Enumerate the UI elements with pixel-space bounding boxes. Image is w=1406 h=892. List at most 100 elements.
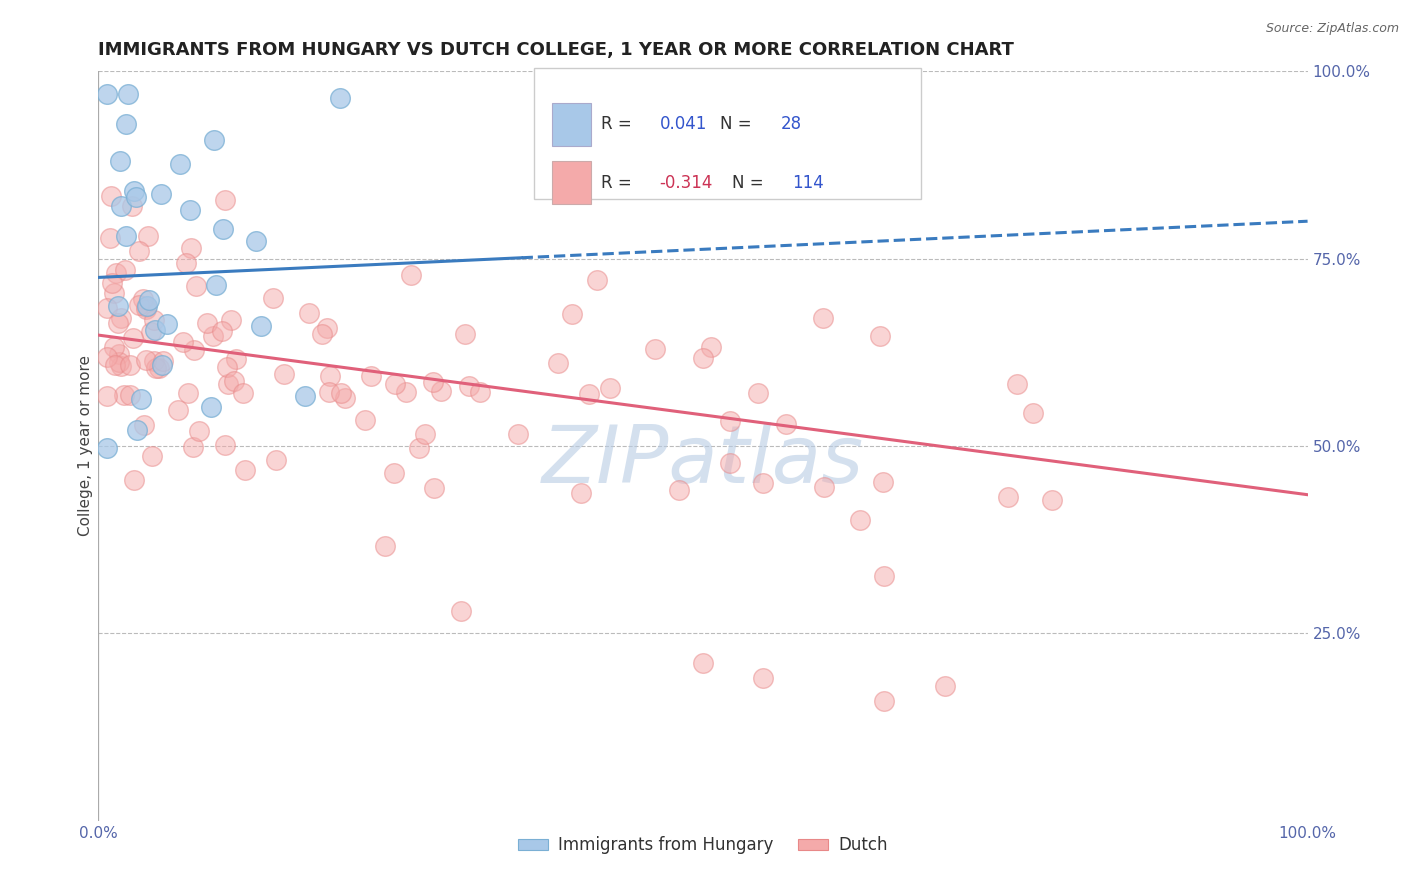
Point <box>183 343 205 357</box>
FancyBboxPatch shape <box>551 103 591 146</box>
Point <box>219 312 242 326</box>
Point <box>382 467 405 481</box>
Point <box>422 376 444 390</box>
Point <box>752 671 775 685</box>
Point <box>872 475 894 489</box>
Point <box>232 385 254 400</box>
Text: -0.314: -0.314 <box>659 174 713 192</box>
Point <box>120 359 142 373</box>
Point <box>578 387 600 401</box>
Point <box>135 299 157 313</box>
Point <box>250 319 273 334</box>
Text: N =: N = <box>733 174 769 192</box>
Point <box>329 91 352 105</box>
Point <box>180 241 202 255</box>
Point <box>122 473 145 487</box>
Text: 28: 28 <box>780 115 801 134</box>
Point <box>181 440 204 454</box>
Point <box>217 360 239 375</box>
Point <box>145 361 167 376</box>
Point <box>217 377 239 392</box>
Point <box>110 310 132 325</box>
Point <box>997 490 1019 504</box>
Point <box>142 313 165 327</box>
Point <box>96 442 118 456</box>
Point <box>103 286 125 301</box>
Point <box>155 317 177 331</box>
Point <box>454 327 477 342</box>
Point <box>1022 405 1045 419</box>
Point <box>174 255 197 269</box>
Point <box>262 292 284 306</box>
Point <box>360 368 382 383</box>
Text: 114: 114 <box>793 174 824 192</box>
Point <box>873 569 896 583</box>
Point <box>103 340 125 354</box>
Point <box>150 187 173 202</box>
Point <box>108 346 131 360</box>
Point <box>294 389 316 403</box>
Point <box>107 299 129 313</box>
Point <box>125 423 148 437</box>
Legend: Immigrants from Hungary, Dutch: Immigrants from Hungary, Dutch <box>512 830 894 861</box>
Text: R =: R = <box>602 174 637 192</box>
Point <box>143 354 166 368</box>
Text: N =: N = <box>720 115 756 134</box>
Point <box>138 228 160 243</box>
Point <box>110 199 132 213</box>
Point <box>135 301 157 316</box>
Point <box>508 426 530 441</box>
Point <box>107 316 129 330</box>
Point <box>329 386 352 401</box>
Point <box>138 293 160 307</box>
Point <box>354 413 377 427</box>
Point <box>169 157 191 171</box>
Point <box>101 277 124 291</box>
Point <box>121 199 143 213</box>
Point <box>114 229 136 244</box>
Point <box>813 310 835 325</box>
Point <box>128 244 150 258</box>
Point <box>233 463 256 477</box>
Point <box>167 402 190 417</box>
Point <box>124 190 146 204</box>
Point <box>118 387 141 401</box>
Point <box>395 385 418 400</box>
Point <box>200 401 222 415</box>
Point <box>141 449 163 463</box>
Point <box>547 356 569 370</box>
Text: R =: R = <box>602 115 637 134</box>
Point <box>145 323 167 337</box>
Point <box>692 657 714 671</box>
Point <box>214 193 236 207</box>
Point <box>222 374 245 388</box>
Point <box>114 263 136 277</box>
Point <box>273 368 295 382</box>
Point <box>132 292 155 306</box>
Point <box>450 604 472 618</box>
Point <box>384 376 406 391</box>
Point <box>176 385 198 400</box>
Point <box>195 316 218 330</box>
Point <box>108 355 131 369</box>
Point <box>104 266 127 280</box>
Point <box>245 235 267 249</box>
Point <box>225 352 247 367</box>
Point <box>132 417 155 432</box>
Point <box>718 414 741 428</box>
Point <box>108 154 131 169</box>
Point <box>1007 376 1029 391</box>
Point <box>129 392 152 406</box>
Point <box>211 324 233 338</box>
Text: 0.041: 0.041 <box>659 115 707 134</box>
Point <box>201 328 224 343</box>
Point <box>188 424 211 438</box>
Point <box>172 334 194 349</box>
Y-axis label: College, 1 year or more: College, 1 year or more <box>77 356 93 536</box>
Point <box>298 306 321 320</box>
Point <box>468 384 491 399</box>
Point <box>747 386 769 401</box>
Point <box>104 358 127 372</box>
Text: ZIPatlas: ZIPatlas <box>541 422 865 500</box>
Point <box>100 189 122 203</box>
